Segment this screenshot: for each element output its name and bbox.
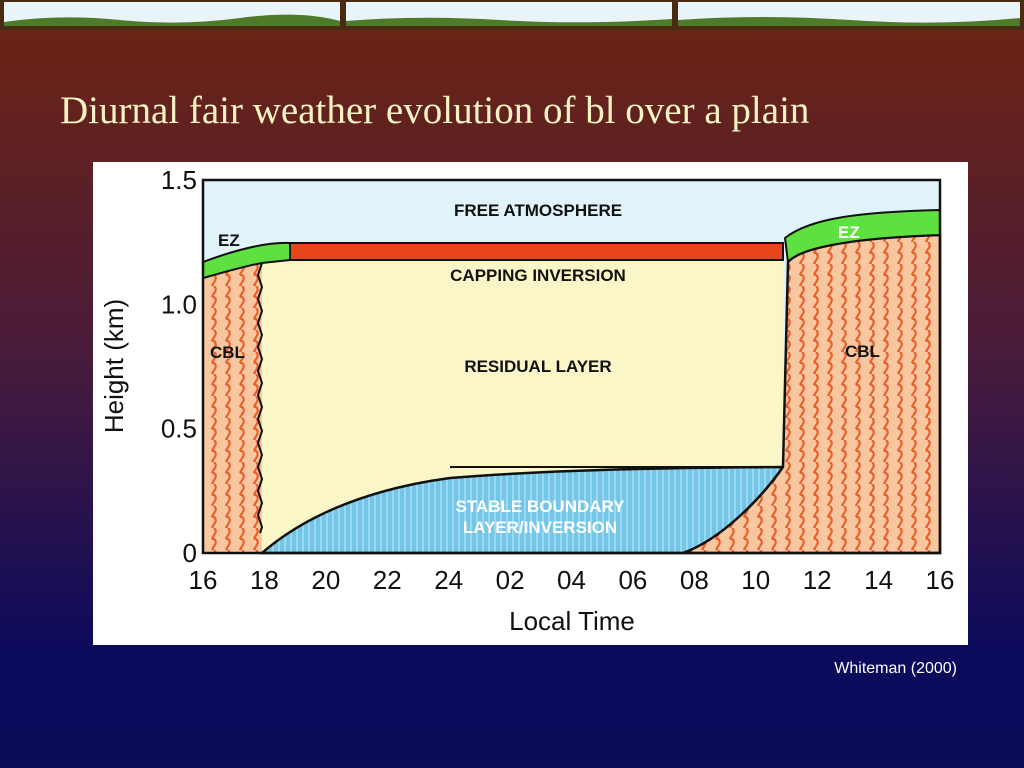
y-tick-label: 1.5 bbox=[161, 165, 197, 195]
x-tick-label: 18 bbox=[250, 565, 279, 595]
y-tick-label: 0.5 bbox=[161, 414, 197, 444]
y-tick-label: 1.0 bbox=[161, 289, 197, 319]
diagram bbox=[201, 178, 942, 555]
x-tick-label: 22 bbox=[373, 565, 402, 595]
top-banner bbox=[0, 0, 1024, 30]
x-tick-label: 16 bbox=[926, 565, 955, 595]
y-tick-label: 0 bbox=[183, 538, 197, 568]
x-tick-label: 24 bbox=[434, 565, 463, 595]
x-tick-label: 04 bbox=[557, 565, 586, 595]
region-label: FREE ATMOSPHERE bbox=[454, 201, 622, 220]
region-label: EZ bbox=[838, 223, 860, 242]
region-label: CBL bbox=[210, 343, 245, 362]
x-tick-label: 12 bbox=[803, 565, 832, 595]
x-tick-label: 20 bbox=[311, 565, 340, 595]
x-tick-label: 16 bbox=[189, 565, 218, 595]
region-label: CAPPING INVERSION bbox=[450, 266, 626, 285]
x-tick-label: 10 bbox=[741, 565, 770, 595]
region-label: CBL bbox=[845, 342, 880, 361]
x-tick-label: 14 bbox=[864, 565, 893, 595]
x-axis-label: Local Time bbox=[509, 606, 635, 636]
x-tick-label: 06 bbox=[618, 565, 647, 595]
region-label: LAYER/INVERSION bbox=[463, 518, 617, 537]
y-axis-label: Height (km) bbox=[99, 299, 129, 433]
slide-title: Diurnal fair weather evolution of bl ove… bbox=[60, 89, 809, 132]
x-tick-label: 02 bbox=[496, 565, 525, 595]
x-tick-label: 08 bbox=[680, 565, 709, 595]
region-label: RESIDUAL LAYER bbox=[464, 357, 611, 376]
credit: Whiteman (2000) bbox=[834, 660, 957, 677]
region-label: EZ bbox=[218, 231, 240, 250]
region-label: STABLE BOUNDARY bbox=[455, 497, 625, 516]
